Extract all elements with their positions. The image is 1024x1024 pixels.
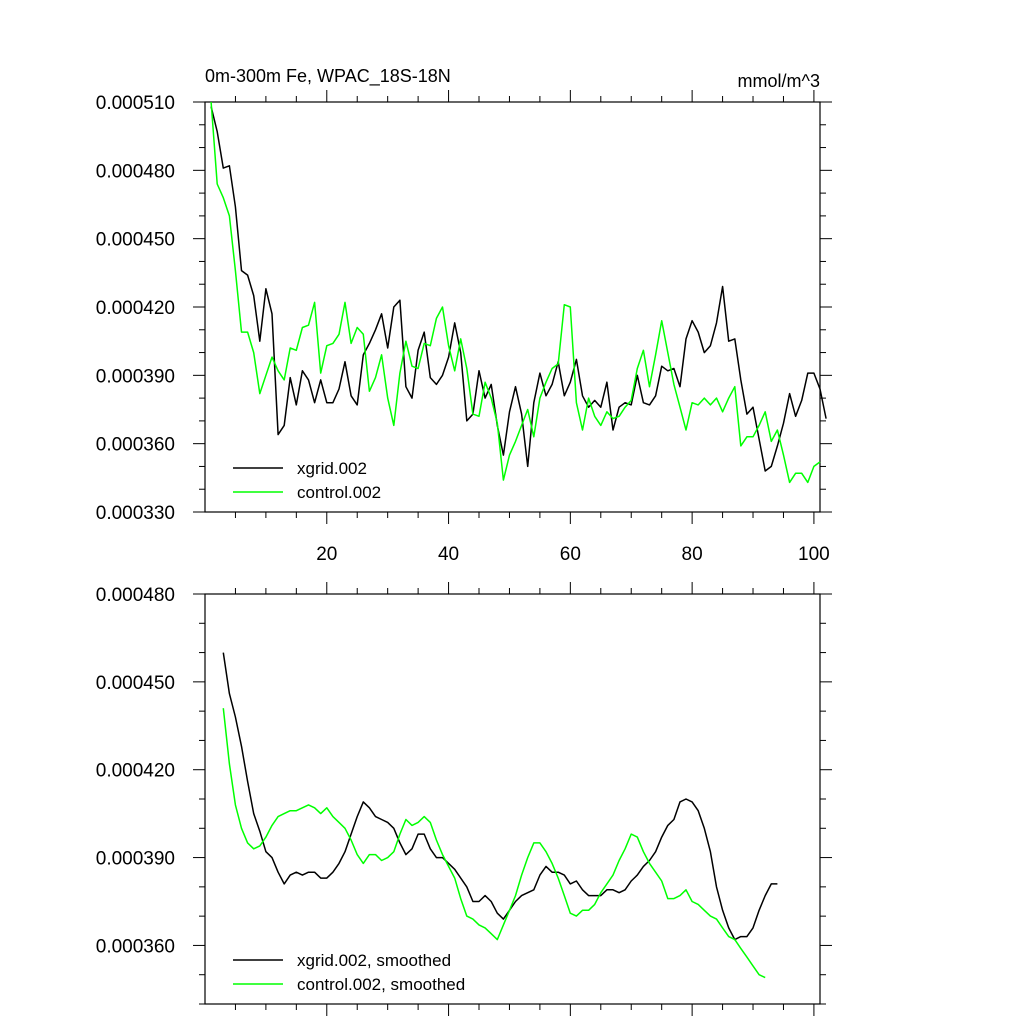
y-tick-label: 0.000480 [96,161,175,182]
legend-label: xgrid.002 [297,459,367,478]
y-tick-label: 0.000390 [96,366,175,387]
y-tick-label: 0.000450 [96,230,175,251]
legend-label: control.002, smoothed [297,975,465,994]
y-tick-label: 0.000420 [96,761,175,782]
chart-title: 0m-300m Fe, WPAC_18S-18N [205,66,451,87]
bottom-plot: 0.000480 0.000450 0.000420 0.000390 0.000360… [96,582,832,1016]
legend-label: xgrid.002, smoothed [297,951,451,970]
y-tick-label: 0.000390 [96,849,175,870]
y-tick-label: 0.000330 [96,503,175,524]
y-tick-label: 0.000510 [96,93,175,114]
series-line-xgrid-002-smoothed [222,652,778,941]
y-tick-label: 0.000420 [96,298,175,319]
plot-frame [204,593,821,1005]
x-tick-label: 60 [560,544,581,565]
series-line-control-002 [210,101,821,484]
y-tick-label: 0.000480 [96,585,175,606]
legend-label: control.002 [297,483,381,502]
series-line-xgrid-002 [210,106,827,472]
y-tick-label: 0.000360 [96,936,175,957]
series-line-control-002-smoothed [222,708,766,979]
x-tick-label: 100 [798,544,830,565]
top-plot: 20 40 60 80 100 0.000510 0.000480 0.000450 0.000… [96,66,832,565]
plot-frame [204,101,821,513]
y-tick-label: 0.000450 [96,673,175,694]
x-tick-label: 40 [438,544,459,565]
y-tick-label: 0.000360 [96,435,175,456]
units-label: mmol/m^3 [738,71,820,91]
x-tick-label: 20 [316,544,337,565]
x-tick-label: 80 [682,544,703,565]
